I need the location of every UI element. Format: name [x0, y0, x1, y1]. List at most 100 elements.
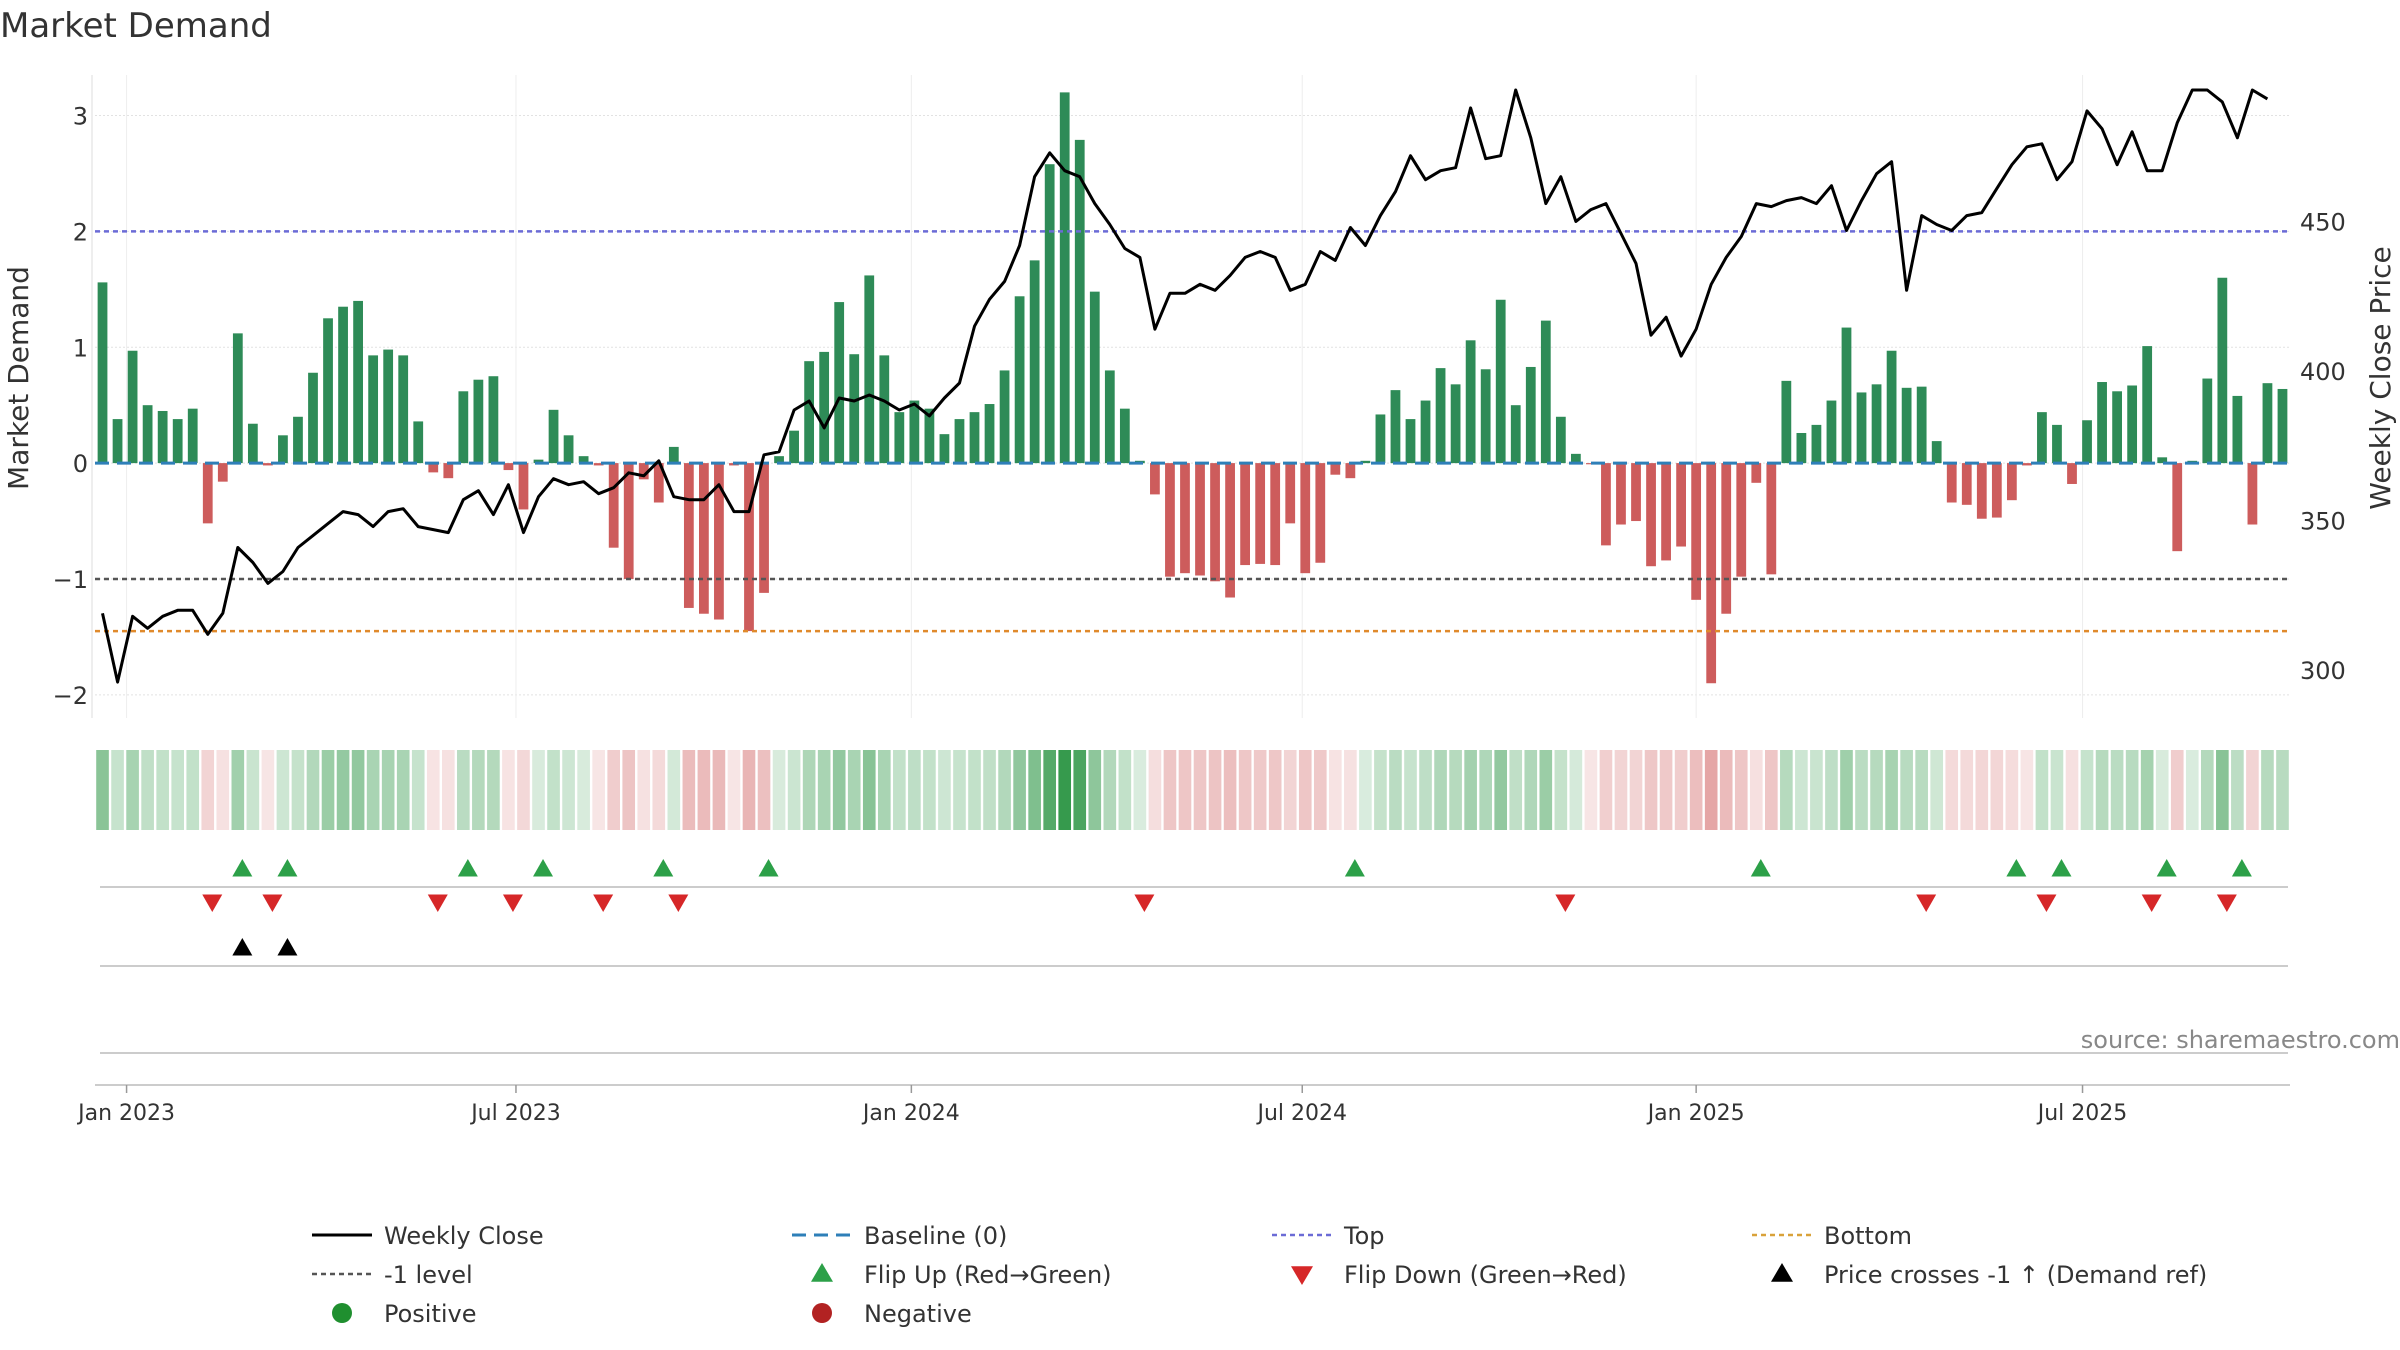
y2-tick-label-3: 450 [2300, 209, 2346, 237]
demand-bar-95 [1525, 366, 1536, 464]
demand-bar-85 [1375, 414, 1386, 464]
strip-cell-125 [1975, 750, 1989, 830]
demand-bar-24 [458, 391, 469, 464]
demand-bar-86 [1390, 390, 1401, 464]
demand-bar-17 [353, 300, 363, 464]
demand-bar-121 [1916, 386, 1927, 464]
demand-bar-31 [563, 435, 574, 464]
strip-cell-3 [141, 750, 154, 830]
demand-bar-133 [2097, 382, 2107, 464]
x-tick-label-0: Jan 2023 [76, 1101, 175, 1126]
strip-cell-27 [502, 750, 515, 830]
x-axis-ticks: Jan 2023 Jul 2023 Jan 2024 Jul 2024 Jan 2025… [76, 1085, 2127, 1126]
demand-bar-138 [2172, 463, 2183, 552]
flip-up-marker-8 [2006, 859, 2027, 877]
demand-bar-103 [1646, 463, 1656, 567]
demand-bar-120 [1901, 387, 1912, 464]
legend-label-minus_one: -1 level [384, 1261, 473, 1289]
strip-cell-51 [862, 750, 876, 830]
flip-down-marker-1 [262, 894, 283, 912]
flip-down-marker-0 [202, 894, 223, 912]
strip-cell-48 [817, 750, 831, 830]
demand-bar-61 [1014, 296, 1025, 464]
strip-cell-99 [1584, 750, 1598, 830]
strip-cell-15 [321, 750, 335, 830]
strip-cell-110 [1749, 750, 1763, 830]
demand-bar-107 [1706, 463, 1717, 684]
demand-bar-71 [1165, 463, 1175, 577]
flip-up-marker-3 [533, 859, 554, 877]
demand-bar-110 [1751, 463, 1762, 483]
demand-bar-23 [443, 463, 454, 479]
demand-bar-144 [2262, 383, 2273, 464]
demand-bar-145 [2277, 388, 2288, 464]
demand-bar-19 [383, 349, 394, 464]
strip-cell-46 [787, 750, 801, 830]
demand-bar-27 [503, 463, 514, 471]
strip-cell-95 [1524, 750, 1538, 830]
demand-bar-127 [2006, 463, 2017, 501]
demand-bar-20 [398, 355, 409, 464]
demand-bar-78 [1270, 463, 1281, 566]
demand-bar-94 [1510, 405, 1521, 464]
demand-bar-39 [683, 463, 694, 608]
strip-cell-142 [2231, 750, 2244, 830]
legend-swatch-flip_up [811, 1263, 833, 1282]
demand-bar-29 [533, 459, 544, 464]
y2-axis-label: Weekly Close Price [2364, 246, 2397, 509]
flip-down-marker-6 [1134, 894, 1155, 912]
strip-cell-56 [938, 750, 951, 830]
y-axis-label: Market Demand [2, 266, 35, 490]
demand-bar-12 [278, 435, 288, 464]
strip-cell-47 [802, 750, 816, 830]
strip-cell-143 [2246, 750, 2259, 830]
strip-cell-118 [1870, 750, 1883, 830]
strip-cell-97 [1554, 750, 1568, 830]
strip-cell-65 [1073, 750, 1087, 830]
demand-bar-124 [1961, 463, 1972, 505]
strip-cell-53 [893, 750, 906, 830]
strip-cell-84 [1359, 750, 1372, 830]
strip-cell-92 [1479, 750, 1492, 830]
demand-bar-88 [1420, 400, 1431, 464]
demand-bar-64 [1059, 92, 1070, 464]
flip-down-marker-10 [2141, 894, 2162, 912]
strip-cell-2 [126, 750, 139, 830]
demand-bar-62 [1029, 260, 1040, 464]
strip-cell-127 [2005, 750, 2019, 830]
flip-up-marker-6 [1344, 859, 1365, 877]
strip-cell-54 [908, 750, 921, 830]
demand-bar-50 [849, 354, 860, 464]
y2-axis-ticks: 300 350 400 450 [2300, 209, 2346, 686]
y-tick-label-2: 0 [73, 450, 88, 478]
strip-cell-137 [2155, 750, 2169, 830]
strip-cell-39 [682, 750, 696, 830]
demand-bar-7 [202, 463, 213, 524]
demand-bar-35 [623, 463, 634, 579]
demand-bar-8 [217, 463, 228, 482]
strip-cell-88 [1419, 750, 1432, 830]
legend-swatch-flip_down [1291, 1266, 1313, 1285]
strip-cell-100 [1599, 750, 1613, 830]
demand-bar-93 [1495, 299, 1506, 464]
legend-label-price_cross: Price crosses -1 ↑ (Demand ref) [1824, 1261, 2207, 1289]
demand-bar-44 [759, 463, 769, 593]
strip-cell-59 [983, 750, 996, 830]
strip-cell-33 [592, 750, 605, 830]
demand-bar-2 [127, 350, 138, 464]
strip-cell-72 [1178, 750, 1192, 830]
demand-bar-49 [834, 302, 845, 464]
demand-bar-52 [879, 355, 890, 464]
demand-bar-135 [2127, 385, 2138, 464]
strip-cell-28 [517, 750, 530, 830]
strip-cell-19 [381, 750, 395, 830]
strip-cell-64 [1058, 750, 1072, 830]
demand-bars [97, 92, 2288, 684]
strip-cell-61 [1013, 750, 1026, 830]
x-tick-label-2: Jan 2024 [861, 1101, 960, 1126]
demand-bar-108 [1721, 463, 1732, 614]
flip-up-marker-2 [457, 859, 478, 877]
strip-cell-87 [1404, 750, 1417, 830]
demand-bar-142 [2232, 395, 2243, 464]
strip-cell-26 [487, 750, 500, 830]
